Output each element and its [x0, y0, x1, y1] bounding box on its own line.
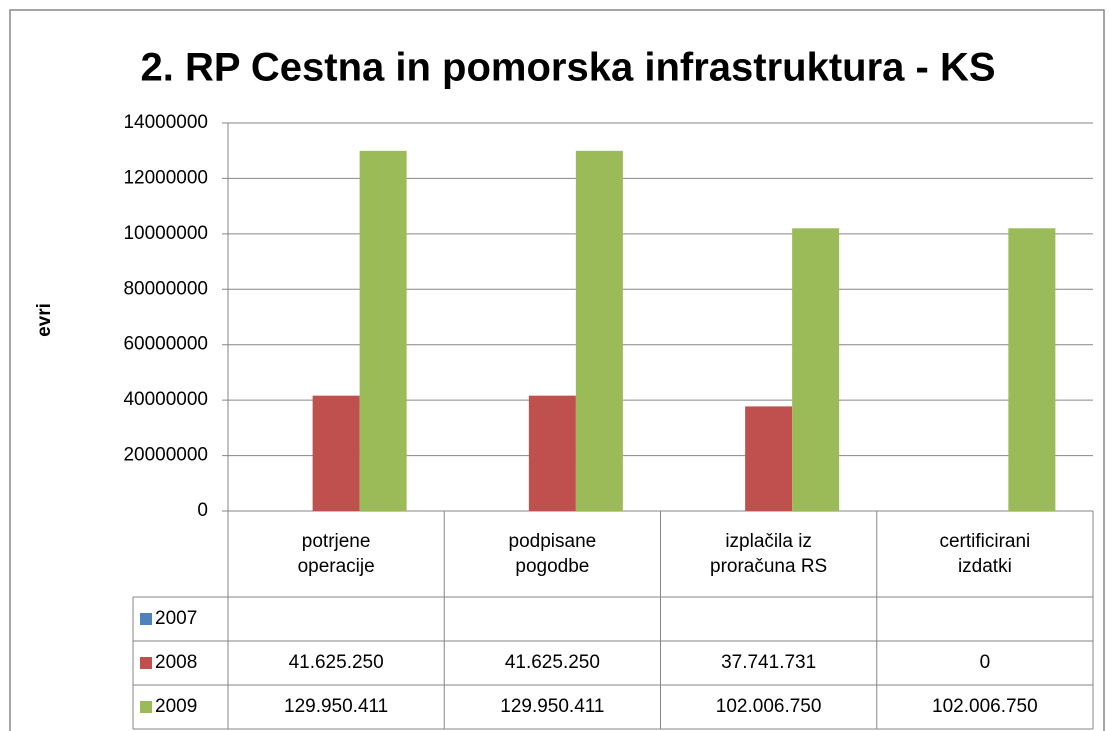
legend-label: 2007: [155, 608, 197, 629]
y-tick-label: 10000000: [123, 223, 208, 244]
bar: [745, 406, 793, 511]
table-value: 37.741.731: [721, 652, 816, 673]
bar: [359, 150, 407, 511]
y-tick-label: 20000000: [123, 445, 208, 466]
table-value: 129.950.411: [284, 696, 388, 717]
y-tick-label: 12000000: [123, 167, 208, 188]
y-tick-label: 60000000: [123, 334, 208, 355]
table-value: 0: [980, 652, 991, 673]
table-value: 102.006.750: [716, 696, 822, 717]
category-label: podpisane pogodbe: [444, 511, 660, 597]
y-tick-label: 80000000: [123, 278, 208, 299]
bar: [575, 150, 623, 511]
category-label: potrjene operacije: [228, 511, 444, 597]
category-text: izplačila iz proračuna RS: [710, 531, 828, 577]
chart-frame: [9, 9, 1105, 731]
y-axis-label: evri: [34, 303, 55, 337]
bar: [1008, 228, 1056, 511]
legend-swatch: [140, 701, 152, 713]
legend-swatch: [140, 657, 152, 669]
table-value: 129.950.411: [500, 696, 604, 717]
legend-swatch: [140, 613, 152, 625]
bar: [528, 395, 576, 511]
category-label: certificirani izdatki: [877, 511, 1093, 597]
category-text: potrjene operacije: [297, 531, 375, 577]
table-value: 41.625.250: [505, 652, 600, 673]
y-tick-label: 0: [197, 500, 208, 521]
table-value: 41.625.250: [289, 652, 384, 673]
bar: [792, 228, 840, 511]
legend-label: 2009: [155, 696, 197, 717]
category-text: certificirani izdatki: [939, 531, 1031, 577]
y-tick-label: 40000000: [123, 389, 208, 410]
category-label: izplačila iz proračuna RS: [661, 511, 877, 597]
legend-label: 2008: [155, 652, 197, 673]
y-tick-label: 14000000: [123, 112, 208, 133]
category-text: podpisane pogodbe: [508, 531, 597, 577]
table-value: 102.006.750: [932, 696, 1038, 717]
bar: [312, 395, 360, 511]
chart-title: 2. RP Cestna in pomorska infrastruktura …: [140, 46, 995, 90]
